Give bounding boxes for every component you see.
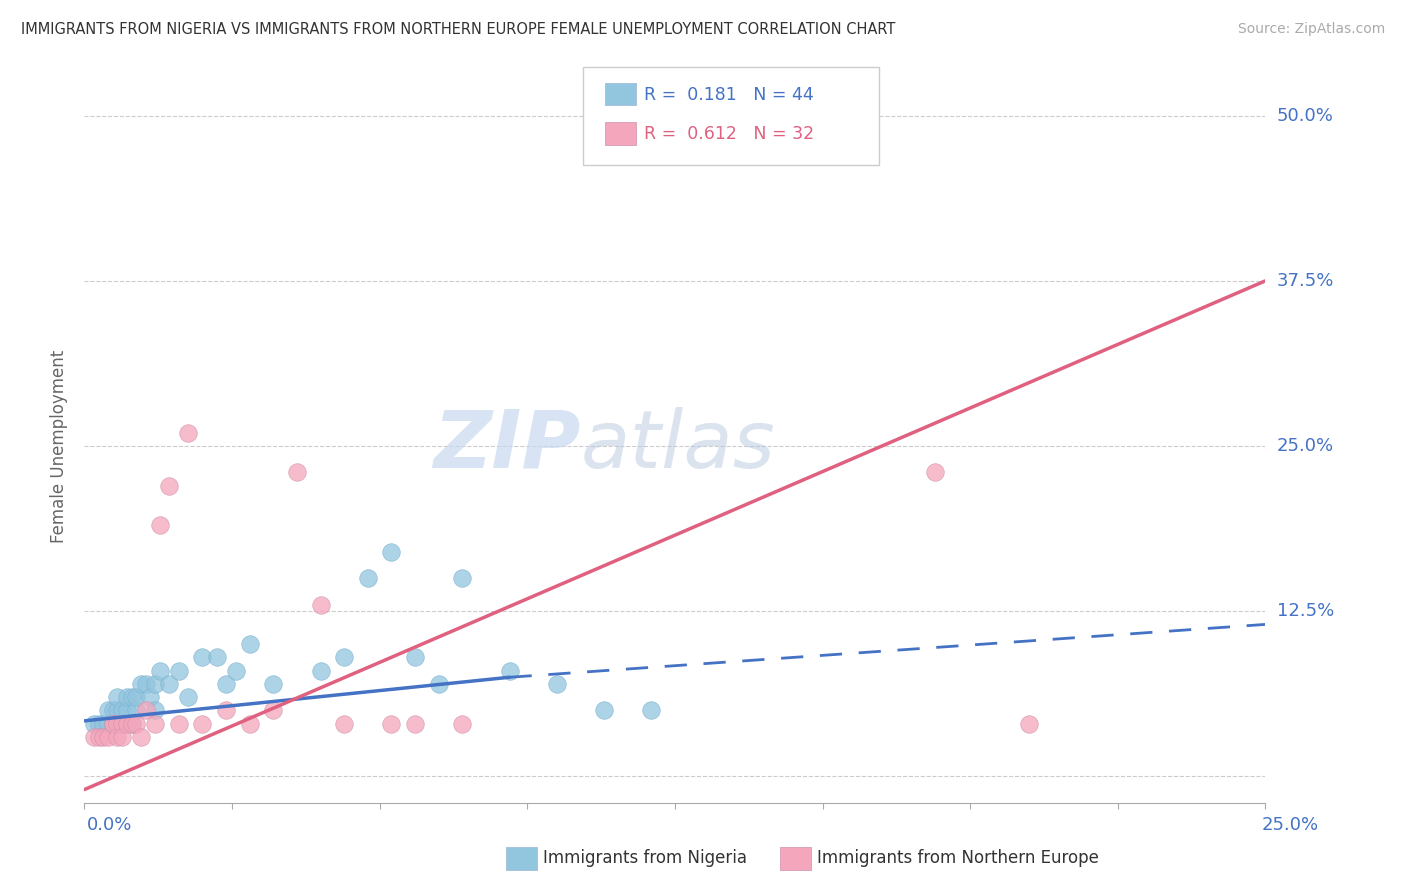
- Point: [129, 677, 152, 691]
- Point: [262, 703, 284, 717]
- Point: [97, 716, 120, 731]
- Point: [125, 703, 148, 717]
- Point: [107, 690, 129, 704]
- Point: [177, 425, 200, 440]
- Point: [135, 677, 157, 691]
- Point: [380, 716, 402, 731]
- Text: 37.5%: 37.5%: [1277, 272, 1334, 290]
- Point: [101, 716, 124, 731]
- Text: 25.0%: 25.0%: [1261, 816, 1319, 834]
- Point: [101, 703, 124, 717]
- Point: [149, 518, 172, 533]
- Point: [143, 703, 166, 717]
- Point: [333, 650, 356, 665]
- Point: [191, 716, 214, 731]
- Point: [451, 716, 474, 731]
- Point: [87, 730, 110, 744]
- Point: [125, 690, 148, 704]
- Point: [640, 703, 662, 717]
- Point: [404, 716, 426, 731]
- Point: [115, 690, 138, 704]
- Point: [101, 716, 124, 731]
- Text: R =  0.612   N = 32: R = 0.612 N = 32: [644, 125, 814, 143]
- Point: [157, 677, 180, 691]
- Text: R =  0.181   N = 44: R = 0.181 N = 44: [644, 86, 814, 103]
- Point: [404, 650, 426, 665]
- Point: [97, 703, 120, 717]
- Point: [215, 703, 238, 717]
- Point: [427, 677, 450, 691]
- Point: [309, 598, 332, 612]
- Point: [167, 664, 190, 678]
- Text: 12.5%: 12.5%: [1277, 602, 1334, 620]
- Point: [139, 690, 162, 704]
- Point: [107, 716, 129, 731]
- Point: [107, 703, 129, 717]
- Text: IMMIGRANTS FROM NIGERIA VS IMMIGRANTS FROM NORTHERN EUROPE FEMALE UNEMPLOYMENT C: IMMIGRANTS FROM NIGERIA VS IMMIGRANTS FR…: [21, 22, 896, 37]
- Point: [91, 730, 114, 744]
- Text: 25.0%: 25.0%: [1277, 437, 1334, 455]
- Point: [924, 466, 946, 480]
- Point: [357, 571, 380, 585]
- Point: [111, 730, 134, 744]
- Point: [143, 677, 166, 691]
- Point: [143, 716, 166, 731]
- Point: [157, 478, 180, 492]
- Point: [498, 664, 520, 678]
- Point: [239, 637, 262, 651]
- Point: [107, 730, 129, 744]
- Point: [149, 664, 172, 678]
- Point: [121, 716, 143, 731]
- Text: 0.0%: 0.0%: [87, 816, 132, 834]
- Point: [1018, 716, 1040, 731]
- Point: [125, 716, 148, 731]
- Point: [451, 571, 474, 585]
- Point: [380, 545, 402, 559]
- Point: [129, 730, 152, 744]
- Point: [225, 664, 247, 678]
- Point: [135, 703, 157, 717]
- Point: [191, 650, 214, 665]
- Text: Immigrants from Northern Europe: Immigrants from Northern Europe: [817, 849, 1098, 867]
- Point: [121, 690, 143, 704]
- Point: [111, 716, 134, 731]
- Point: [115, 703, 138, 717]
- Point: [91, 716, 114, 731]
- Text: Immigrants from Nigeria: Immigrants from Nigeria: [543, 849, 747, 867]
- Point: [167, 716, 190, 731]
- Point: [239, 716, 262, 731]
- Point: [107, 716, 129, 731]
- Text: 50.0%: 50.0%: [1277, 107, 1333, 125]
- Point: [101, 716, 124, 731]
- Point: [546, 677, 568, 691]
- Point: [87, 716, 110, 731]
- Text: ZIP: ZIP: [433, 407, 581, 485]
- Point: [177, 690, 200, 704]
- Point: [111, 716, 134, 731]
- Point: [115, 716, 138, 731]
- Point: [593, 703, 616, 717]
- Point: [111, 703, 134, 717]
- Y-axis label: Female Unemployment: Female Unemployment: [51, 350, 69, 542]
- Point: [309, 664, 332, 678]
- Point: [121, 716, 143, 731]
- Text: atlas: atlas: [581, 407, 775, 485]
- Point: [333, 716, 356, 731]
- Point: [215, 677, 238, 691]
- Point: [83, 730, 105, 744]
- Point: [285, 466, 308, 480]
- Point: [262, 677, 284, 691]
- Point: [83, 716, 105, 731]
- Point: [97, 730, 120, 744]
- Point: [205, 650, 228, 665]
- Text: Source: ZipAtlas.com: Source: ZipAtlas.com: [1237, 22, 1385, 37]
